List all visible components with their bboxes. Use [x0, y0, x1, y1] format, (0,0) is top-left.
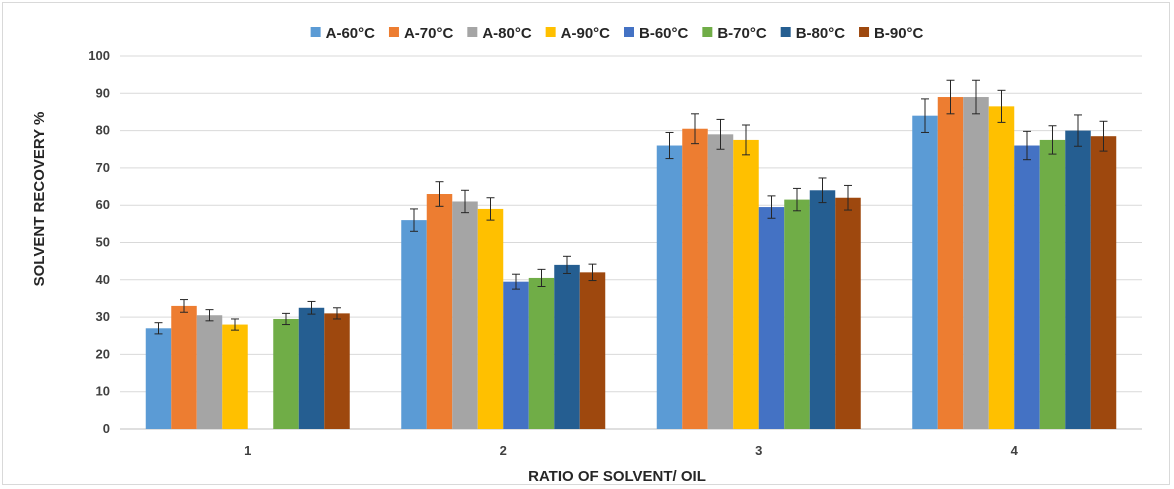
y-tick-label: 50	[96, 235, 110, 250]
y-tick-label: 90	[96, 85, 110, 100]
legend-swatch	[388, 27, 399, 37]
bar	[145, 328, 172, 429]
bar	[171, 305, 197, 429]
y-tick-label: 60	[96, 197, 110, 212]
legend-label: B-60°C	[639, 25, 689, 42]
legend-item: B-70°C	[702, 25, 767, 42]
bar	[579, 272, 606, 429]
y-tick-label: 10	[96, 384, 110, 399]
legend-item: B-90°C	[859, 25, 924, 42]
bar	[912, 115, 938, 430]
bar	[758, 207, 785, 429]
bar	[1039, 139, 1066, 430]
legend-swatch	[467, 27, 478, 37]
legend-label: A-60°C	[326, 25, 376, 42]
bar	[298, 307, 325, 429]
bar	[528, 277, 555, 429]
legend-item: B-80°C	[780, 25, 846, 42]
legend-item: A-90°C	[545, 25, 611, 42]
bars	[145, 97, 1117, 430]
x-axis-ticks: 1 2 3 4	[244, 443, 1019, 458]
bar	[452, 201, 478, 429]
bar	[1090, 136, 1117, 429]
y-axis-ticks: 0 10 20 30 40 50 60 70 80 90 100	[88, 48, 110, 436]
legend-item: A-70°C	[388, 25, 454, 42]
y-tick-label: 20	[96, 346, 110, 361]
x-tick-label: 2	[500, 443, 507, 458]
bar	[682, 128, 708, 430]
legend-swatch	[545, 27, 556, 37]
bar	[707, 134, 734, 429]
x-tick-label: 3	[755, 443, 762, 458]
bar	[273, 318, 299, 429]
legend: A-60°C A-70°C A-80°C A-90°C B-60°C B-70°C B-80…	[310, 25, 924, 42]
legend-label: A-70°C	[404, 25, 454, 42]
y-tick-label: 0	[103, 421, 110, 436]
x-axis-title: RATIO OF SOLVENT/ OIL	[528, 468, 706, 485]
y-tick-label: 70	[96, 160, 110, 175]
y-tick-label: 30	[96, 309, 110, 324]
bar	[784, 199, 810, 429]
bar	[503, 281, 529, 429]
bar	[401, 220, 427, 429]
legend-item: A-80°C	[467, 25, 532, 42]
bar	[426, 194, 453, 429]
legend-label: A-80°C	[482, 25, 532, 42]
legend-swatch	[859, 27, 870, 37]
legend-swatch	[702, 27, 713, 37]
bar	[937, 97, 964, 429]
legend-label: B-90°C	[874, 25, 924, 42]
x-tick-label: 4	[1011, 443, 1019, 458]
legend-label: B-70°C	[717, 25, 767, 42]
bar	[1065, 130, 1091, 429]
bar	[733, 139, 759, 430]
legend-item: B-60°C	[624, 25, 689, 42]
bar	[554, 264, 580, 429]
bar	[324, 313, 350, 429]
legend-swatch	[780, 27, 791, 37]
legend-swatch	[624, 27, 634, 37]
bar	[809, 190, 836, 429]
bar	[196, 315, 223, 429]
y-tick-label: 40	[96, 272, 110, 287]
legend-swatch	[310, 27, 321, 37]
legend-label: A-90°C	[561, 25, 611, 42]
y-axis-title: SOLVENT RECOVERY %	[31, 112, 48, 287]
bar	[1014, 145, 1040, 429]
legend-label: B-80°C	[796, 25, 846, 42]
bar	[222, 324, 248, 429]
x-tick-label: 1	[244, 443, 251, 458]
bar	[477, 208, 504, 429]
bar	[835, 197, 861, 429]
bar	[988, 106, 1015, 429]
bar	[656, 145, 683, 429]
error-bars	[154, 79, 1108, 335]
legend-item: A-60°C	[310, 25, 376, 42]
y-tick-label: 80	[96, 123, 110, 138]
y-tick-label: 100	[88, 48, 110, 63]
bar	[963, 97, 989, 429]
